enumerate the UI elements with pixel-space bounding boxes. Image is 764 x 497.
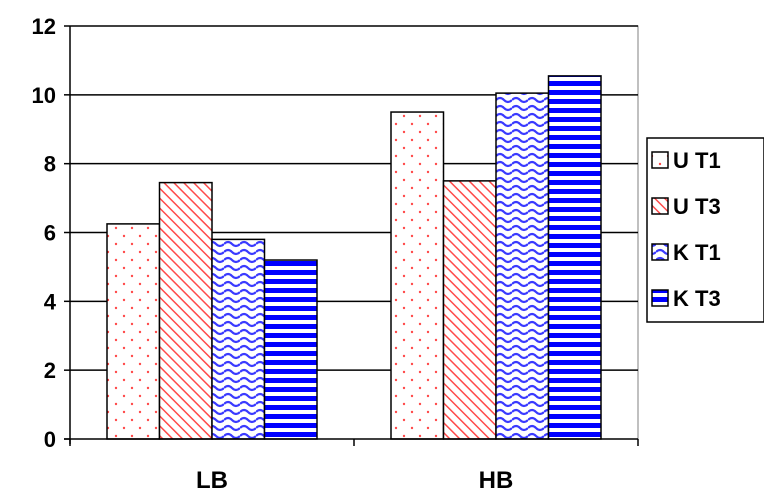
legend-swatch [651,289,669,307]
tick-labels: 0 2 4 6 8 10 12 LB HB [32,14,514,494]
bar-hb-u-t3 [442,180,497,440]
y-tick-label: 12 [32,14,56,39]
y-tick-label: 2 [44,358,56,383]
bar-hb-u-t1 [390,111,445,440]
x-tick-label: LB [196,467,228,494]
legend-label: K T1 [673,240,721,265]
bars [106,75,602,440]
legend-swatch [651,243,669,261]
y-tick-label: 6 [44,221,56,246]
bar-lb-u-t1 [106,223,161,440]
bar-hb-k-t3 [547,75,602,440]
legend-label: U T1 [673,148,721,173]
bar-hb-k-t1 [495,92,550,440]
y-tick-label: 0 [44,427,56,452]
y-tick-label: 4 [44,289,57,314]
bar-lb-k-t1 [211,238,266,440]
axes [64,25,639,446]
y-tick-label: 10 [32,83,56,108]
legend-label: U T3 [673,194,721,219]
legend: U T1 U T3 K T1 K T3 [646,137,764,323]
y-tick-label: 8 [44,152,56,177]
legend-swatch [651,197,669,215]
legend-swatch [651,151,669,169]
legend-label: K T3 [673,286,721,311]
bar-lb-k-t3 [263,259,318,440]
bar-lb-u-t3 [158,181,213,440]
x-tick-label: HB [479,467,514,494]
